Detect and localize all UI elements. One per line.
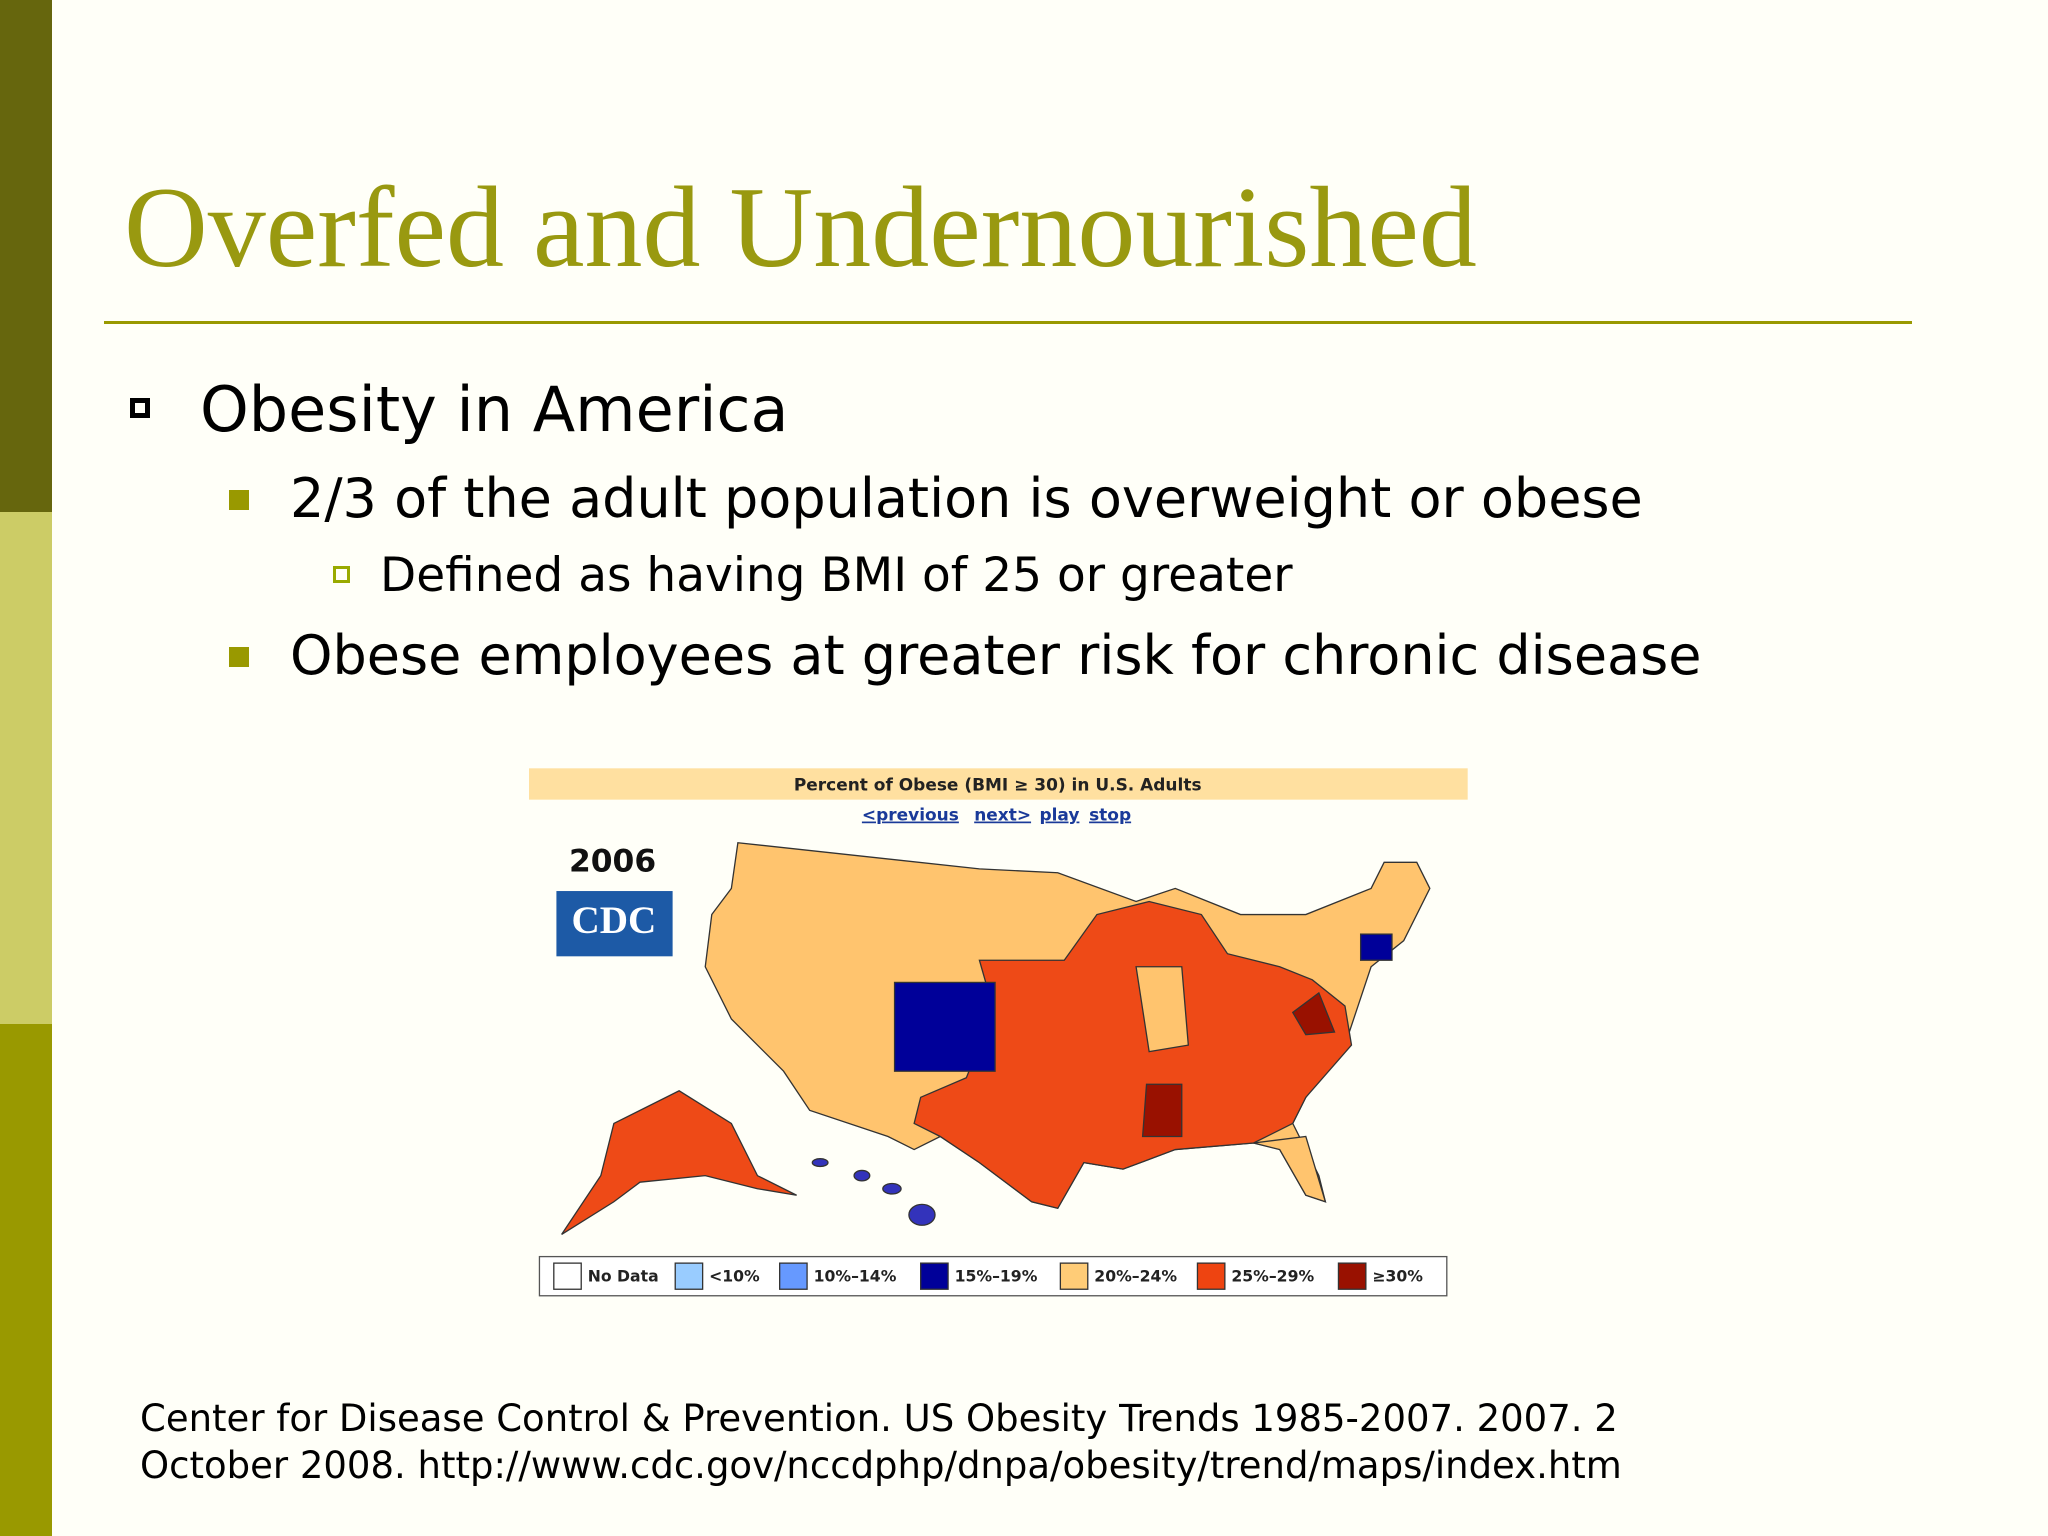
region — [1253, 1135, 1327, 1203]
map-year: 2006 — [569, 843, 656, 879]
map-link[interactable]: next> — [974, 806, 1031, 826]
legend-swatch — [1196, 1262, 1226, 1290]
map-header — [529, 768, 1468, 800]
map-link[interactable]: play — [1039, 806, 1079, 826]
region — [913, 900, 1353, 1210]
legend-label: ≥30% — [1372, 1266, 1423, 1285]
legend-swatch — [779, 1262, 808, 1290]
citation-line: October 2008. http://www.cdc.gov/nccdphp… — [140, 1444, 1622, 1487]
region — [1291, 991, 1336, 1036]
bullet: Obesity in America — [200, 373, 789, 446]
region — [1141, 1083, 1183, 1138]
legend-label: 25%–29% — [1231, 1266, 1314, 1285]
region — [561, 1090, 797, 1235]
legend-swatch — [674, 1262, 704, 1290]
map-title: Percent of Obese (BMI ≥ 30) in U.S. Adul… — [794, 776, 1202, 796]
slide-title: Overfed and Undernourished — [124, 164, 1477, 292]
legend-label: 15%–19% — [955, 1266, 1038, 1285]
region — [908, 1203, 936, 1226]
citation: Center for Disease Control & Prevention.… — [140, 1395, 1622, 1489]
region — [882, 1182, 902, 1195]
legend-swatch — [553, 1262, 582, 1290]
legend-swatch — [1059, 1262, 1089, 1290]
side-bar — [0, 512, 52, 1024]
bullet-marker — [333, 566, 350, 583]
region — [853, 1169, 871, 1182]
bullet: 2/3 of the adult population is overweigh… — [290, 467, 1643, 530]
legend-label: 10%–14% — [814, 1266, 897, 1285]
side-bar — [0, 1024, 52, 1536]
cdc-logo — [556, 891, 673, 957]
legend-label: <10% — [709, 1266, 760, 1285]
legend-swatch — [920, 1262, 949, 1290]
region — [1135, 966, 1190, 1053]
legend-label: No Data — [588, 1266, 659, 1285]
cdc-logo-text: CDC — [571, 899, 656, 942]
obesity-map: Percent of Obese (BMI ≥ 30) in U.S. Adul… — [529, 768, 1468, 1297]
region — [1359, 933, 1393, 961]
bullet: Obese employees at greater risk for chro… — [290, 624, 1702, 687]
legend-label: 20%–24% — [1094, 1266, 1177, 1285]
legend-swatch — [1337, 1262, 1367, 1290]
citation-line: Center for Disease Control & Prevention.… — [140, 1397, 1618, 1440]
map-link[interactable]: stop — [1089, 806, 1131, 826]
side-bar — [0, 0, 52, 512]
bullet-marker — [229, 647, 249, 667]
bullet-marker — [130, 398, 150, 418]
region — [893, 981, 996, 1072]
title-rule — [104, 321, 1912, 324]
bullet-marker — [229, 490, 249, 510]
map-link[interactable]: <previous — [862, 806, 959, 826]
region — [811, 1158, 829, 1168]
bullet: Defined as having BMI of 25 or greater — [380, 548, 1293, 603]
